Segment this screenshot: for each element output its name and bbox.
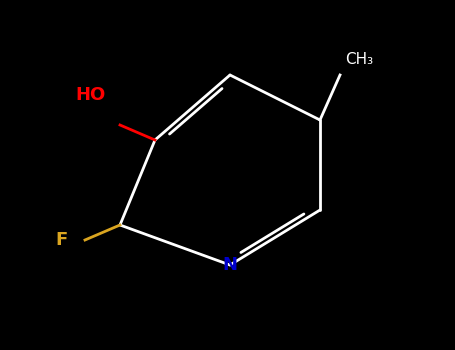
Text: F: F: [55, 231, 67, 249]
Text: CH₃: CH₃: [345, 52, 373, 68]
Text: HO: HO: [75, 86, 105, 104]
Text: N: N: [222, 256, 238, 274]
